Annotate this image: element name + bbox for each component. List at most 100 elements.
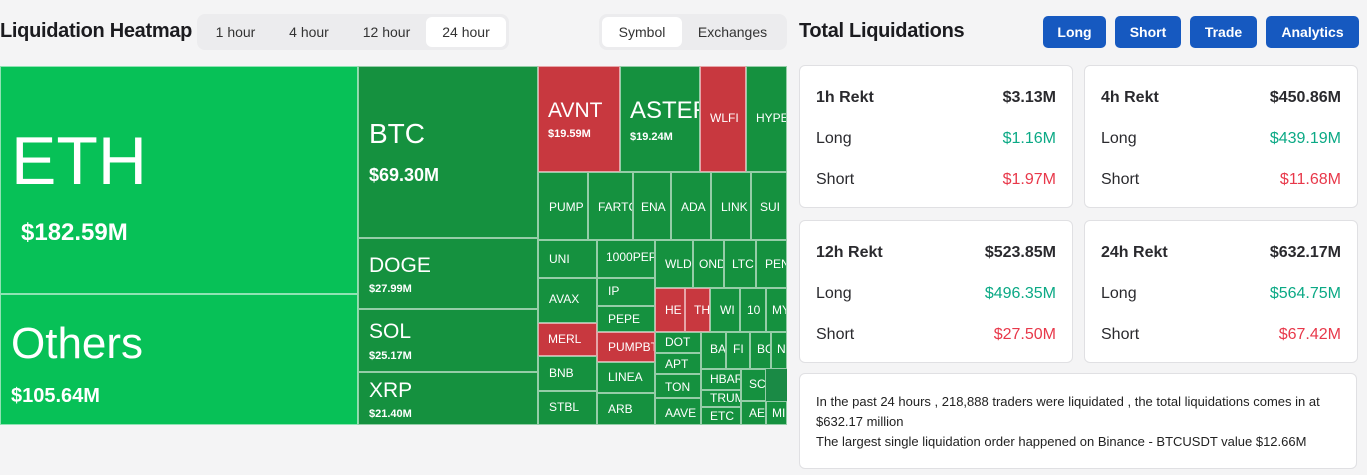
heatmap-tile-pump[interactable]: PUMP xyxy=(538,172,588,240)
heatmap-tile-ton[interactable]: TON xyxy=(655,374,701,398)
heatmap-tile-doge[interactable]: DOGE $27.99M xyxy=(358,238,538,309)
heatmap-tile-th[interactable]: TH xyxy=(685,288,710,332)
heatmap-tile-eth[interactable]: ETH $182.59M xyxy=(0,66,358,294)
heatmap-tile-ltc[interactable]: LTC xyxy=(724,240,756,288)
tab-1-hour[interactable]: 1 hour xyxy=(215,24,256,40)
tab-12-hour[interactable]: 12 hour xyxy=(362,24,411,40)
tile-symbol: HE xyxy=(665,303,682,317)
heatmap-tile-linea[interactable]: LINEA xyxy=(597,362,655,393)
tile-symbol: FI xyxy=(733,342,744,356)
long-label: Long xyxy=(1101,285,1137,302)
heatmap-tile-apt[interactable]: APT xyxy=(655,353,701,374)
heatmap-tile-bnb[interactable]: BNB xyxy=(538,356,597,391)
tile-symbol: PUMPBT xyxy=(608,340,655,354)
heatmap-tile-10[interactable]: 10 xyxy=(740,288,766,332)
tile-symbol: SC xyxy=(749,377,766,391)
tile-value: $105.64M xyxy=(11,385,100,407)
heatmap-tile-wi[interactable]: WI xyxy=(710,288,740,332)
heatmap-tile-etc[interactable]: ETC xyxy=(701,407,741,425)
tile-symbol: 10 xyxy=(747,303,761,317)
heatmap-tile-pen[interactable]: PEN xyxy=(756,240,787,288)
heatmap-tile-1000pep[interactable]: 1000PEP xyxy=(597,240,655,278)
tab-24-hour[interactable]: 24 hour xyxy=(426,17,506,47)
heatmap-tile-sui[interactable]: SUI xyxy=(751,172,787,240)
tab-exchanges[interactable]: Exchanges xyxy=(697,24,768,40)
tile-symbol: PUMP xyxy=(549,200,584,214)
heatmap-tile-sol[interactable]: SOL $25.17M xyxy=(358,309,538,372)
heatmap-tile-pepe[interactable]: PEPE xyxy=(597,306,655,332)
tile-value: $69.30M xyxy=(369,165,440,185)
trade-button[interactable]: Trade xyxy=(1190,16,1257,48)
tile-symbol: STBL xyxy=(549,400,580,414)
tile-symbol: SUI xyxy=(760,200,781,214)
tile-symbol: BTC xyxy=(369,118,425,149)
heatmap-tile-ba[interactable]: BA xyxy=(701,332,726,369)
heatmap-tile-avax[interactable]: AVAX xyxy=(538,278,597,323)
heatmap-tile-ip[interactable]: IP xyxy=(597,278,655,306)
short-button[interactable]: Short xyxy=(1115,16,1181,48)
tile-symbol: Others xyxy=(11,319,144,368)
tile-symbol: AAVE xyxy=(665,406,697,420)
heatmap-tile-avnt[interactable]: AVNT $19.59M xyxy=(538,66,620,172)
heatmap-tile-my[interactable]: MY xyxy=(766,288,787,332)
short-label: Short xyxy=(816,171,855,188)
tile-symbol: MI xyxy=(772,406,786,420)
long-label: Long xyxy=(816,130,852,147)
tile-symbol: XRP xyxy=(369,379,413,402)
summary-line-2: The largest single liquidation order hap… xyxy=(816,434,1307,449)
heatmap-tile-sc[interactable]: SC xyxy=(741,369,766,401)
heatmap-tile-fi[interactable]: FI xyxy=(726,332,750,369)
card-title: 1h Rekt xyxy=(816,89,874,106)
long-label: Long xyxy=(1101,130,1137,147)
heatmap-tile-bc[interactable]: BC xyxy=(750,332,771,369)
heatmap-tile-pumpbt[interactable]: PUMPBT xyxy=(597,332,655,362)
tile-symbol: MERL xyxy=(548,332,582,346)
heatmap-tile-uni[interactable]: UNI xyxy=(538,240,597,278)
heatmap-tile-arb[interactable]: ARB xyxy=(597,393,655,425)
heatmap-tile-fartc[interactable]: FARTC xyxy=(588,172,633,240)
heatmap-tile-aave[interactable]: AAVE xyxy=(655,398,701,425)
heatmap-tile-trum[interactable]: TRUM xyxy=(701,390,741,407)
tile-value: $25.17M xyxy=(369,350,412,362)
card-total: $523.85M xyxy=(984,244,1056,261)
heatmap-tile-ond[interactable]: OND xyxy=(693,240,724,288)
tile-symbol: LTC xyxy=(732,257,754,271)
heatmap-tile-hbar[interactable]: HBAR xyxy=(701,369,741,390)
tile-symbol: OND xyxy=(699,257,724,271)
heatmap-tile-aster[interactable]: ASTER $19.24M xyxy=(620,66,700,172)
tile-value: $19.59M xyxy=(548,128,591,140)
short-label: Short xyxy=(1101,171,1140,188)
tab-symbol[interactable]: Symbol xyxy=(602,17,682,47)
tile-symbol: HBAR xyxy=(710,372,741,386)
heatmap-tile-ena[interactable]: ENA xyxy=(633,172,671,240)
heatmap-tile-btc[interactable]: BTC $69.30M xyxy=(358,66,538,238)
heatmap-tile-ada[interactable]: ADA xyxy=(671,172,711,240)
heatmap-tile-stbl[interactable]: STBL xyxy=(538,391,597,425)
heatmap-tile-hype[interactable]: HYPE xyxy=(746,66,787,172)
heatmap-tile-link[interactable]: LINK xyxy=(711,172,751,240)
heatmap-tile-others[interactable]: Others $105.64M xyxy=(0,294,358,425)
short-value: $1.97M xyxy=(1002,171,1056,188)
tile-symbol: 1000PEP xyxy=(606,250,655,264)
tile-symbol: AVNT xyxy=(548,99,603,122)
heatmap-tile-mi[interactable]: MI xyxy=(766,401,787,425)
tile-symbol: BNB xyxy=(549,366,574,380)
heatmap-tile-xrp[interactable]: XRP $21.40M xyxy=(358,372,538,425)
liquidation-summary: In the past 24 hours , 218,888 traders w… xyxy=(799,373,1357,469)
long-button[interactable]: Long xyxy=(1043,16,1106,48)
long-value: $439.19M xyxy=(1269,130,1341,147)
heatmap-tile-merl[interactable]: MERL xyxy=(538,323,597,356)
tab-4-hour[interactable]: 4 hour xyxy=(289,24,329,40)
heatmap-tile-he[interactable]: HE xyxy=(655,288,685,332)
heatmap-tile-wlfi[interactable]: WLFI xyxy=(700,66,746,172)
heatmap-tile-dot[interactable]: DOT xyxy=(655,332,701,353)
tile-symbol: DOT xyxy=(665,335,691,349)
time-range-tabs: 1 hour 4 hour 12 hour 24 hour xyxy=(197,14,509,50)
tile-symbol: ETC xyxy=(710,409,734,423)
heatmap-tile-n[interactable]: N xyxy=(771,332,787,369)
analytics-button[interactable]: Analytics xyxy=(1266,16,1359,48)
tile-symbol: HYPE xyxy=(756,111,787,125)
heatmap-tile-wld[interactable]: WLD xyxy=(655,240,693,288)
heatmap-tile-ae[interactable]: AE xyxy=(741,401,766,425)
page-title: Liquidation Heatmap xyxy=(0,20,193,42)
